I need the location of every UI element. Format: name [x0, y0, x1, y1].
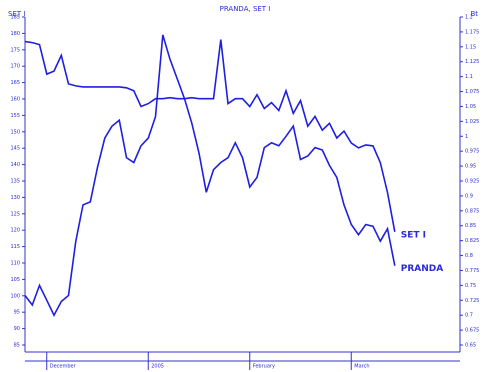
x-tick-label: 2005: [151, 364, 164, 370]
x-tick-label: December: [50, 364, 77, 370]
y-tick-label: 120: [10, 228, 20, 234]
y2-tick-label: 0.9: [465, 193, 473, 199]
y-tick-label: 160: [10, 97, 20, 103]
y-tick-label: 110: [10, 261, 20, 267]
y-tick-label: 180: [10, 31, 20, 37]
y2-tick-label: 0.85: [465, 223, 476, 229]
y-tick-label: 145: [10, 146, 20, 152]
y2-axis-label: Bt: [470, 10, 478, 18]
y2-tick-label: 1.1: [465, 74, 473, 80]
series-line: [24, 39, 396, 232]
y-axis-label: SET I: [8, 10, 25, 18]
y2-tick-label: 1.175: [465, 29, 479, 35]
y-tick-label: 85: [14, 343, 20, 349]
x-tick-label: March: [354, 364, 369, 370]
chart-title: PRANDA, SET I: [220, 5, 271, 13]
y-tick-label: 115: [10, 244, 20, 250]
y2-tick-label: 0.875: [465, 208, 479, 214]
y-tick-label: 90: [14, 326, 20, 332]
y-tick-label: 95: [14, 310, 20, 316]
y-tick-label: 125: [10, 211, 20, 217]
y-tick-label: 185: [10, 15, 20, 21]
y2-tick-label: 0.7: [465, 313, 473, 319]
y2-tick-label: 0.65: [465, 343, 476, 349]
y-tick-label: 155: [10, 113, 20, 119]
y2-tick-label: 1.025: [465, 119, 479, 125]
y-tick-label: 130: [10, 195, 20, 201]
y2-tick-label: 1.075: [465, 89, 479, 95]
y-tick-label: 175: [10, 47, 20, 53]
y-tick-label: 105: [10, 277, 20, 283]
y-tick-label: 150: [10, 129, 20, 135]
x-tick-label: February: [253, 364, 275, 370]
series-line: [24, 34, 396, 317]
y2-tick-label: 1.05: [465, 104, 476, 110]
y2-tick-label: 0.775: [465, 268, 479, 274]
y2-tick-label: 0.725: [465, 298, 479, 304]
y2-tick-label: 0.75: [465, 283, 476, 289]
y2-tick-label: 1.15: [465, 44, 476, 50]
y-tick-label: 170: [10, 64, 20, 70]
y-tick-label: 165: [10, 80, 20, 86]
series-label: SET I: [401, 230, 426, 240]
y-tick-label: 100: [10, 293, 20, 299]
y-tick-label: 135: [10, 179, 20, 185]
y-tick-label: 140: [10, 162, 20, 168]
y2-tick-label: 0.825: [465, 238, 479, 244]
y2-tick-label: 1: [465, 134, 468, 140]
y2-tick-label: 0.975: [465, 149, 479, 155]
y2-tick-label: 1.125: [465, 59, 479, 65]
y2-tick-label: 0.95: [465, 164, 476, 170]
y2-tick-label: 1.2: [465, 15, 473, 21]
series-label: PRANDA: [401, 264, 443, 274]
y2-tick-label: 0.925: [465, 179, 479, 185]
y2-tick-label: 0.8: [465, 253, 473, 259]
y2-tick-label: 0.675: [465, 328, 479, 334]
